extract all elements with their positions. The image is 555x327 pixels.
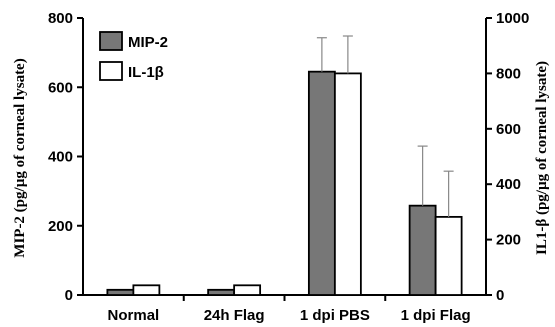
mip2-bar [307,70,336,296]
x-category-label: 1 dpi Flag [401,307,471,324]
y2-tick-label: 1000 [496,10,529,27]
il1b-bar [233,284,262,296]
legend-swatch-mip2 [99,31,123,51]
legend: MIP-2 IL-1β [99,31,168,81]
y-axis-title: MIP-2 (pg/µg of corneal lysate) [12,58,28,257]
mip2-bar [207,288,236,296]
right-axis-ticks: 0 200 400 600 800 1000 [486,10,529,304]
x-category-label: Normal [108,307,160,324]
x-category-label: 24h Flag [204,307,265,324]
legend-label: MIP-2 [128,34,168,51]
category-axis: Normal 24h Flag 1 dpi PBS 1 dpi Flag [108,295,471,324]
il1b-bar [333,72,362,296]
bar-marks [106,70,463,296]
legend-swatch-il1b [99,61,123,81]
y-tick-label: 600 [48,79,73,96]
y-tick-label: 800 [48,10,73,27]
error-bars [316,35,454,217]
y2-tick-label: 600 [496,121,521,138]
y-tick-label: 200 [48,218,73,235]
x-category-label: 1 dpi PBS [300,307,370,324]
left-axis-ticks: 0 200 400 600 800 [48,10,83,304]
il1b-bar [434,215,463,296]
y-tick-label: 400 [48,149,73,166]
il1b-bar [132,284,161,296]
y2-tick-label: 0 [496,287,504,304]
y2-axis-title: IL1-β (pg/µg of corneal lysate) [534,61,550,255]
mip2-bar [106,288,135,296]
y2-tick-label: 200 [496,232,521,249]
mip2-bar [408,204,437,296]
y-tick-label: 0 [65,287,73,304]
y2-tick-label: 800 [496,65,521,82]
y2-tick-label: 400 [496,176,521,193]
legend-label: IL-1β [128,64,164,81]
